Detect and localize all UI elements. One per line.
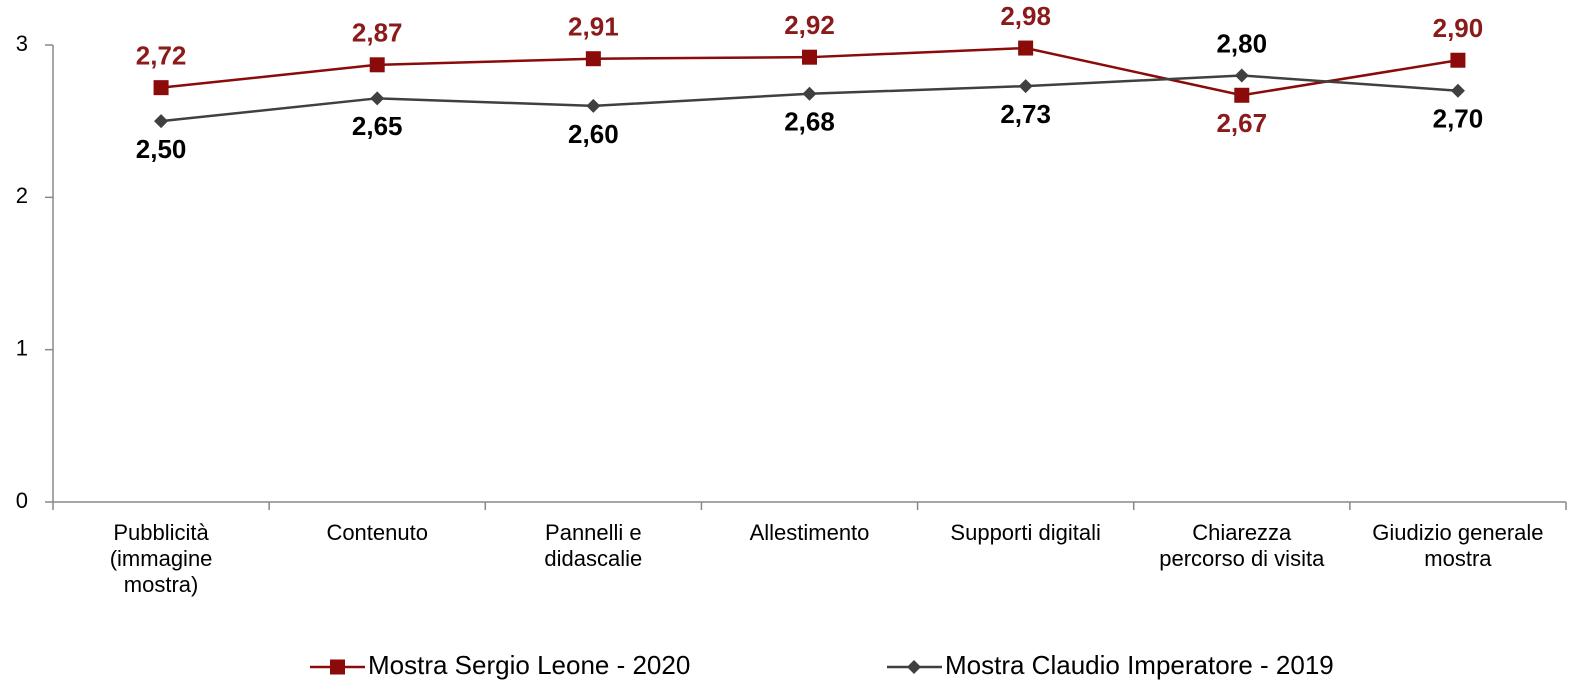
y-tick-label: 3 (16, 31, 28, 56)
legend-marker (330, 659, 345, 675)
data-label: 2,73 (1000, 99, 1051, 129)
x-tick-label: Pubblicità (immagine mostra) (110, 520, 213, 597)
data-label: 2,72 (136, 41, 187, 71)
marker (802, 49, 817, 65)
marker (1018, 79, 1033, 94)
marker (154, 114, 169, 129)
marker (369, 57, 385, 73)
x-tick-label: Allestimento (750, 520, 870, 545)
data-label: 2,98 (1000, 1, 1051, 31)
x-tick-label: Giudizio generale mostra (1372, 520, 1543, 571)
x-tick-label: Contenuto (326, 520, 428, 545)
marker (1234, 68, 1249, 83)
data-label: 2,50 (136, 134, 187, 164)
marker (1234, 87, 1250, 103)
legend-symbol (330, 659, 345, 675)
data-label: 2,92 (784, 10, 835, 40)
legend-label: Mostra Sergio Leone - 2020 (368, 650, 690, 680)
marker (1450, 52, 1466, 68)
legend-label: Mostra Claudio Imperatore - 2019 (945, 650, 1334, 680)
marker (1450, 83, 1465, 98)
marker (1018, 40, 1034, 56)
legend-symbol (907, 660, 921, 674)
marker (586, 98, 601, 113)
x-tick-label: Supporti digitali (950, 520, 1100, 545)
data-label: 2,70 (1433, 104, 1484, 134)
y-tick-label: 0 (16, 488, 28, 513)
y-tick-label: 2 (16, 183, 28, 208)
data-label: 2,68 (784, 107, 835, 137)
data-label: 2,87 (352, 18, 403, 48)
data-label: 2,80 (1216, 28, 1267, 58)
y-tick-label: 1 (16, 335, 28, 360)
marker (370, 91, 385, 106)
marker (153, 80, 169, 96)
x-tick-label: Chiarezza percorso di visita (1159, 520, 1325, 571)
data-label: 2,90 (1433, 13, 1484, 43)
data-label: 2,67 (1216, 108, 1267, 138)
data-label: 2,91 (568, 12, 619, 42)
legend-marker (907, 660, 921, 674)
marker (585, 51, 601, 67)
x-tick-label: Pannelli e didascalie (544, 520, 642, 571)
data-label: 2,60 (568, 119, 619, 149)
marker (802, 86, 817, 101)
data-label: 2,65 (352, 111, 403, 141)
